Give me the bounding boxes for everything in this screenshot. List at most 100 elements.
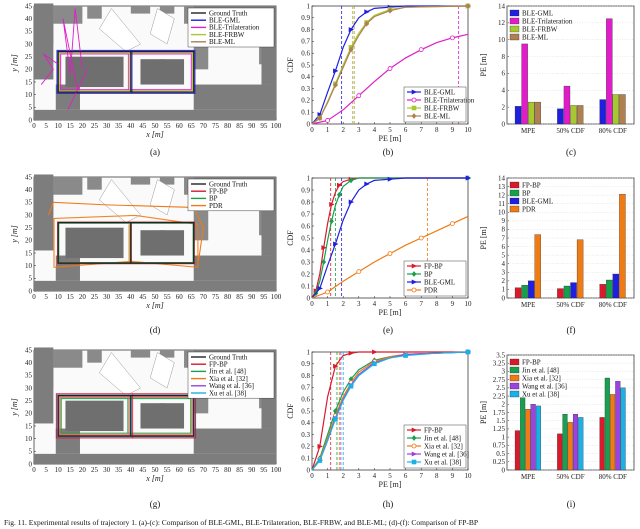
y-tick-label: 0.4 <box>301 73 310 81</box>
legend-label: FP-BP <box>424 262 443 270</box>
trajectory-line <box>60 398 192 434</box>
x-tick-label: 50% CDF <box>556 301 584 309</box>
bar <box>604 377 610 471</box>
legend-marker <box>411 435 417 441</box>
legend-swatch <box>509 9 520 17</box>
x-tick-label: 60 <box>176 293 184 301</box>
legend-label: BP <box>209 195 218 203</box>
bar <box>520 397 526 471</box>
map-wall-block <box>193 255 276 281</box>
x-tick-label: 1 <box>326 126 330 134</box>
bar <box>599 417 605 471</box>
map-wall-block <box>130 350 151 358</box>
data-point <box>364 181 370 187</box>
y-tick-label: 0 <box>307 466 311 474</box>
legend-swatch <box>509 189 520 197</box>
y-tick-label: 20 <box>25 66 33 74</box>
x-tick-label: 4 <box>373 126 377 134</box>
map-wall-block <box>55 428 80 454</box>
legend-label: BLE-Trilateration <box>424 96 475 104</box>
legend-label: Ground Truth <box>209 353 248 361</box>
map-wall-block <box>261 199 276 256</box>
x-tick-label: 5 <box>388 300 392 308</box>
y-tick-label: 1 <box>307 348 311 356</box>
x-tick-label: 40 <box>127 293 135 301</box>
x-tick-label: 10 <box>55 466 63 474</box>
bar <box>562 413 568 471</box>
y-tick-label: 0 <box>502 466 506 474</box>
x-tick-label: MPE <box>521 473 535 481</box>
x-tick-label: 45 <box>139 122 147 130</box>
y-tick-label: 15 <box>25 249 33 257</box>
y-tick-label: 0.2 <box>301 97 310 105</box>
x-tick-label: 4 <box>373 472 377 480</box>
data-point <box>403 353 408 358</box>
x-tick-label: 35 <box>115 293 123 301</box>
y-tick-label: 40 <box>25 359 33 367</box>
data-point <box>348 177 354 184</box>
x-tick-label: 3 <box>357 472 361 480</box>
data-point <box>329 201 335 207</box>
x-tick-label: 1 <box>326 300 330 308</box>
x-axis-label: PE [m] <box>379 308 402 317</box>
x-tick-label: MPE <box>521 301 535 309</box>
y-tick-label: 1.25 <box>493 425 506 433</box>
legend-label: FP-BP <box>209 188 228 196</box>
bar <box>514 106 522 125</box>
x-tick-label: 90 <box>248 293 256 301</box>
x-tick-label: 45 <box>139 466 147 474</box>
x-tick-label: 2 <box>341 300 345 308</box>
panel-label: (g) <box>150 499 161 509</box>
x-tick-label: 2 <box>341 126 345 134</box>
x-tick-label: 9 <box>451 300 455 308</box>
legend-label: BLE-GML <box>424 88 455 96</box>
legend-label: BLE-GML <box>424 278 455 286</box>
data-point <box>333 241 339 247</box>
legend-marker <box>411 97 417 103</box>
data-point <box>333 82 338 88</box>
map-wall-block <box>34 109 276 120</box>
legend-label: PDR <box>209 202 223 210</box>
x-tick-label: 0 <box>310 126 314 134</box>
y-tick-label: 35 <box>25 28 33 36</box>
bar-panel-i: 00.250.50.7511.251.51.7522.252.52.7533.2… <box>479 351 635 509</box>
legend-swatch <box>509 382 520 390</box>
legend-label: BLE-Trilateration <box>209 24 260 32</box>
x-tick-label: 75 <box>212 466 220 474</box>
x-tick-label: 15 <box>67 466 75 474</box>
x-tick-label: 7 <box>419 300 423 308</box>
y-tick-label: 0.1 <box>301 109 310 117</box>
bar-panel-c: 0 2 4 6 8 10 12 14 MPE 50% CDF 80% CDF BLE-GMLBLE-T… <box>479 2 635 157</box>
y-tick-label: 0 <box>502 120 506 128</box>
trajectory-line <box>53 214 199 268</box>
legend-label: BLE-GML <box>522 197 553 205</box>
bar <box>599 99 606 125</box>
x-tick-label: 20 <box>79 122 87 130</box>
map-wall-block <box>87 350 102 363</box>
x-tick-label: 7 <box>419 126 423 134</box>
y-tick-label: 0.4 <box>301 246 310 254</box>
y-tick-label: 0.7 <box>301 210 310 218</box>
y-tick-label: 2 <box>502 103 506 111</box>
bar <box>619 94 626 125</box>
x-tick-label: 70 <box>200 293 208 301</box>
map-atrium <box>149 8 175 45</box>
legend-swatch <box>509 358 520 366</box>
data-point <box>321 259 327 265</box>
y-tick-label: 25 <box>25 53 33 61</box>
x-tick-label: 50% CDF <box>556 473 584 481</box>
y-tick-label: 2 <box>502 401 506 409</box>
x-tick-label: 6 <box>404 300 408 308</box>
x-tick-label: 3 <box>357 300 361 308</box>
legend-marker <box>411 427 418 433</box>
y-tick-label: 0.3 <box>301 431 310 439</box>
cdf-panel-b: 0 1 2 3 4 5 6 7 8 9 10 0 0.1 0.2 0.3 0.4 0.5 0.6 0.7 0.8 0.9… <box>286 2 475 157</box>
data-point <box>336 191 342 198</box>
map-wall-block <box>159 6 175 14</box>
legend-marker <box>411 89 418 95</box>
bar <box>521 43 528 125</box>
y-tick-label: 6 <box>502 70 506 78</box>
x-tick-label: 50 <box>152 466 160 474</box>
x-tick-label: 50 <box>152 122 160 130</box>
